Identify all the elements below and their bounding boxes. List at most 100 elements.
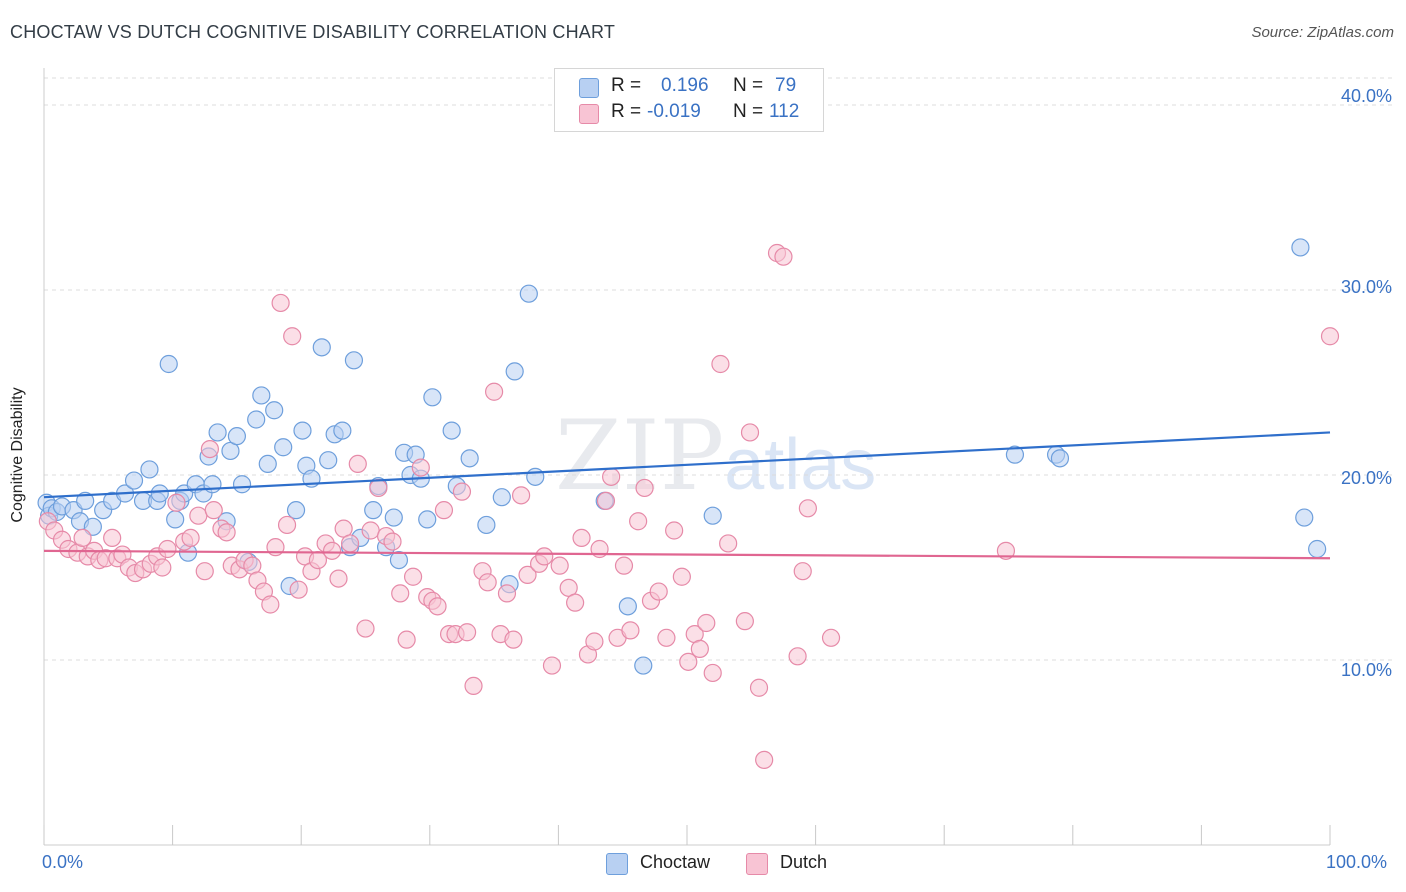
point-dutch bbox=[329, 569, 348, 588]
point-dutch bbox=[289, 580, 308, 599]
point-choctaw bbox=[274, 438, 293, 457]
stats-legend: R = 0.196 N = 79 R = -0.019 N = 112 bbox=[554, 68, 824, 132]
point-dutch bbox=[512, 486, 531, 505]
point-dutch bbox=[271, 293, 290, 313]
point-choctaw bbox=[526, 467, 545, 486]
point-dutch bbox=[478, 573, 497, 592]
series-dutch-points bbox=[38, 243, 1340, 770]
point-dutch bbox=[629, 512, 648, 531]
point-choctaw bbox=[232, 475, 252, 494]
point-choctaw bbox=[364, 501, 383, 520]
point-dutch bbox=[181, 528, 200, 548]
point-choctaw bbox=[1295, 508, 1314, 527]
point-choctaw bbox=[286, 501, 306, 520]
point-dutch bbox=[697, 613, 716, 633]
choctaw-swatch bbox=[579, 78, 599, 98]
point-dutch bbox=[348, 454, 367, 473]
point-choctaw bbox=[492, 488, 511, 507]
point-dutch bbox=[996, 541, 1016, 560]
trend-line-choctaw bbox=[43, 431, 1331, 499]
point-choctaw bbox=[140, 460, 159, 479]
point-choctaw bbox=[293, 421, 312, 440]
point-dutch bbox=[657, 628, 676, 647]
axes bbox=[43, 68, 1331, 846]
legend-label-dutch: Dutch bbox=[780, 852, 828, 872]
point-choctaw bbox=[703, 506, 722, 525]
point-dutch bbox=[614, 556, 634, 575]
point-dutch bbox=[635, 478, 654, 498]
point-dutch bbox=[566, 593, 585, 612]
point-dutch bbox=[621, 621, 640, 640]
n-value: 112 bbox=[769, 101, 800, 122]
point-choctaw bbox=[166, 510, 185, 529]
point-choctaw bbox=[618, 597, 637, 616]
point-dutch bbox=[798, 499, 817, 518]
point-dutch bbox=[535, 547, 554, 566]
legend-swatch-choctaw bbox=[606, 853, 628, 875]
point-dutch bbox=[322, 541, 342, 560]
point-choctaw bbox=[258, 454, 277, 473]
point-choctaw bbox=[344, 351, 364, 370]
trend-line-dutch bbox=[43, 549, 1331, 560]
point-choctaw bbox=[384, 508, 403, 527]
point-dutch bbox=[679, 652, 698, 671]
source-label: Source: ZipAtlas.com bbox=[1251, 24, 1394, 41]
point-choctaw bbox=[252, 386, 271, 405]
point-dutch bbox=[403, 567, 423, 586]
point-choctaw bbox=[203, 475, 222, 494]
y-axis-label: Cognitive Disability bbox=[9, 387, 26, 523]
point-dutch bbox=[602, 467, 621, 486]
point-choctaw bbox=[76, 491, 95, 510]
point-dutch bbox=[158, 539, 177, 559]
point-dutch bbox=[428, 597, 447, 616]
point-dutch bbox=[788, 647, 807, 666]
trend-lines bbox=[43, 431, 1331, 560]
point-dutch bbox=[411, 458, 430, 477]
point-dutch bbox=[369, 478, 388, 498]
point-dutch bbox=[434, 501, 454, 520]
point-choctaw bbox=[1291, 238, 1310, 257]
x-tick-label-0: 0.0% bbox=[42, 852, 84, 872]
point-dutch bbox=[821, 628, 841, 647]
point-dutch bbox=[167, 493, 186, 512]
r-value: 0.196 bbox=[661, 75, 709, 96]
point-choctaw bbox=[1308, 539, 1327, 559]
point-dutch bbox=[596, 491, 616, 510]
legend-swatch-dutch bbox=[746, 853, 768, 875]
point-choctaw bbox=[159, 354, 178, 374]
point-choctaw bbox=[1050, 449, 1070, 468]
point-choctaw bbox=[477, 515, 496, 535]
point-choctaw bbox=[460, 449, 479, 468]
point-dutch bbox=[690, 639, 709, 659]
point-choctaw bbox=[333, 421, 352, 440]
point-dutch bbox=[719, 534, 738, 553]
point-dutch bbox=[361, 521, 380, 540]
point-dutch bbox=[585, 632, 604, 651]
point-dutch bbox=[793, 562, 812, 581]
point-choctaw bbox=[442, 421, 461, 440]
point-dutch bbox=[518, 565, 537, 585]
legend-label-choctaw: Choctaw bbox=[640, 852, 711, 872]
r-value: -0.019 bbox=[647, 101, 701, 122]
point-dutch bbox=[740, 423, 760, 442]
point-dutch bbox=[755, 750, 774, 770]
point-dutch bbox=[774, 247, 793, 266]
point-dutch bbox=[542, 656, 562, 675]
point-choctaw bbox=[505, 362, 524, 381]
point-dutch bbox=[283, 327, 302, 346]
chart-title: CHOCTAW VS DUTCH COGNITIVE DISABILITY CO… bbox=[10, 22, 616, 42]
point-choctaw bbox=[208, 423, 227, 442]
x-tick-label-100: 100.0% bbox=[1326, 852, 1388, 872]
y-tick-label-30: 30.0% bbox=[1340, 277, 1392, 297]
n-label: N = bbox=[733, 101, 764, 122]
dutch-swatch bbox=[579, 104, 599, 124]
point-choctaw bbox=[423, 388, 442, 407]
point-choctaw bbox=[227, 427, 246, 446]
point-dutch bbox=[200, 440, 219, 459]
y-tick-label-10: 10.0% bbox=[1340, 660, 1392, 680]
point-dutch bbox=[485, 382, 504, 401]
point-dutch bbox=[103, 528, 122, 548]
point-choctaw bbox=[83, 517, 102, 536]
y-tick-label-20: 20.0% bbox=[1340, 468, 1392, 488]
